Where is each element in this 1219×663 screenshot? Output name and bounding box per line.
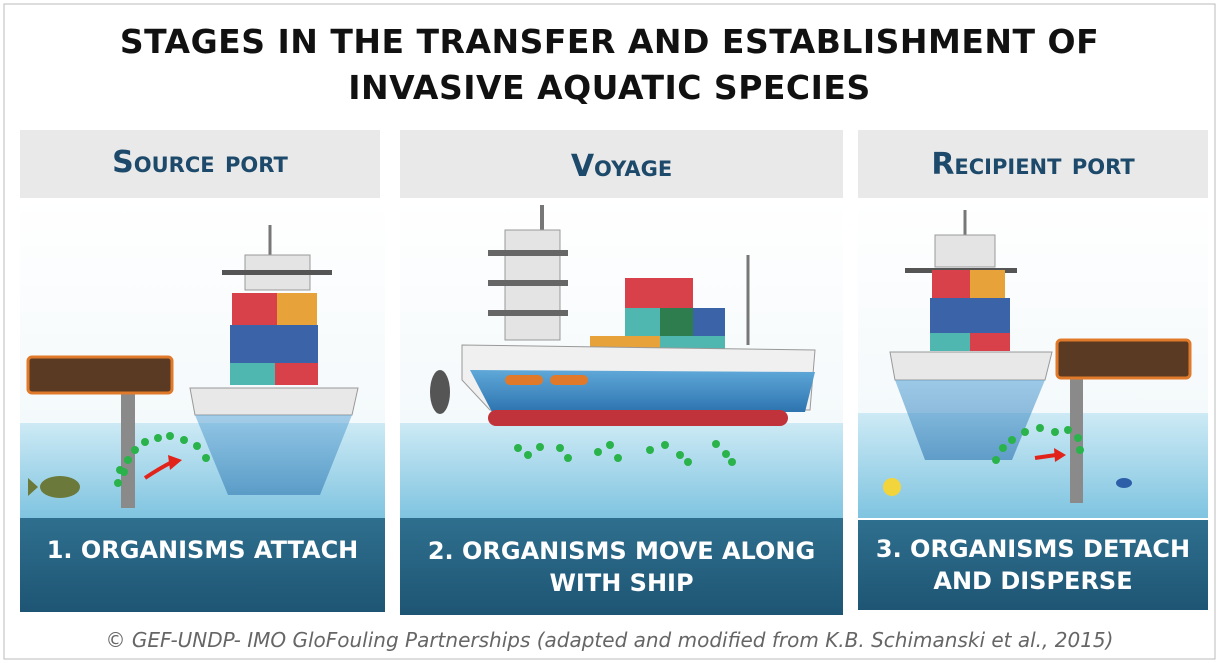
organisms-part [564, 454, 572, 462]
organisms-part [116, 466, 124, 474]
ship-front-3-part [890, 352, 1052, 380]
organisms-part [1064, 426, 1072, 434]
stage-caption: 1. ORGANISMS ATTACH [20, 518, 385, 582]
organisms-part [676, 451, 684, 459]
panel-backgrounds-part [858, 413, 1208, 518]
organisms-part [614, 454, 622, 462]
organisms-part [154, 434, 162, 442]
ship-front-1-part [277, 293, 317, 325]
ship-side-2-part [625, 278, 693, 308]
fish-part [883, 478, 901, 496]
stage-header: Voyage [400, 130, 843, 202]
organisms-part [202, 454, 210, 462]
ship-side-2-part [488, 250, 568, 256]
organisms-part [124, 456, 132, 464]
ship-front-3-part [970, 270, 1005, 298]
organisms-part [1051, 428, 1059, 436]
organisms-part [722, 450, 730, 458]
title-line: INVASIVE AQUATIC SPECIES [0, 68, 1219, 107]
organisms-part [712, 440, 720, 448]
ship-side-2-part [550, 375, 588, 385]
organisms-part [524, 451, 532, 459]
ship-front-3-part [970, 333, 1010, 351]
organisms-part [728, 458, 736, 466]
ship-side-2-part [660, 308, 693, 336]
ship-side-2-part [488, 280, 568, 286]
ship-front-3-part [930, 333, 970, 351]
organisms-part [594, 448, 602, 456]
credit: © GEF-UNDP- IMO GloFouling Partnerships … [0, 628, 1219, 652]
organisms-part [114, 479, 122, 487]
fish-part [1116, 478, 1132, 488]
ship-side-2-part [488, 410, 788, 426]
ship-front-3-part [932, 270, 970, 298]
ship-side-2-part [693, 308, 725, 336]
organisms-part [141, 438, 149, 446]
ship-front-3-part [935, 235, 995, 267]
ship-front-1-part [232, 293, 277, 325]
organisms-part [606, 441, 614, 449]
ship-side-2-part [430, 370, 450, 414]
ship-front-1-part [230, 325, 318, 363]
organisms-part [166, 432, 174, 440]
organisms-part [131, 446, 139, 454]
organisms-part [646, 446, 654, 454]
ship-side-2-part [625, 308, 660, 336]
organisms-part [556, 444, 564, 452]
dock-sign-1-part [121, 378, 135, 508]
organisms-part [1021, 428, 1029, 436]
stage-caption: 3. ORGANISMS DETACH AND DISPERSE [868, 520, 1198, 610]
organisms-part [684, 458, 692, 466]
organisms-part [1036, 424, 1044, 432]
organisms-part [1076, 446, 1084, 454]
organisms-part [536, 443, 544, 451]
ship-side-2-part [488, 310, 568, 316]
ship-front-1-part [230, 363, 275, 385]
ship-front-1-part [222, 270, 332, 275]
ship-front-1-part [275, 363, 318, 385]
title-line: STAGES IN THE TRANSFER AND ESTABLISHMENT… [0, 22, 1219, 61]
organisms-part [661, 441, 669, 449]
organisms-part [992, 456, 1000, 464]
fish-part [40, 476, 80, 498]
ship-side-2-part [505, 375, 543, 385]
organisms-part [1008, 436, 1016, 444]
dock-sign-1-part [28, 357, 172, 393]
organisms-part [999, 444, 1007, 452]
organisms-part [514, 444, 522, 452]
organisms-part [180, 436, 188, 444]
page: STAGES IN THE TRANSFER AND ESTABLISHMENT… [0, 0, 1219, 663]
stage-header: Recipient port [858, 130, 1208, 198]
organisms-part [1074, 434, 1082, 442]
stage-header: Source port [20, 130, 380, 194]
ship-front-3-part [930, 298, 1010, 333]
organisms-part [193, 442, 201, 450]
ship-front-1-part [190, 388, 358, 415]
dock-sign-3-part [1070, 365, 1083, 503]
dock-sign-3-part [1057, 340, 1190, 378]
panel-backgrounds-part [400, 423, 843, 518]
stage-caption: 2. ORGANISMS MOVE ALONG WITH SHIP [410, 518, 833, 615]
